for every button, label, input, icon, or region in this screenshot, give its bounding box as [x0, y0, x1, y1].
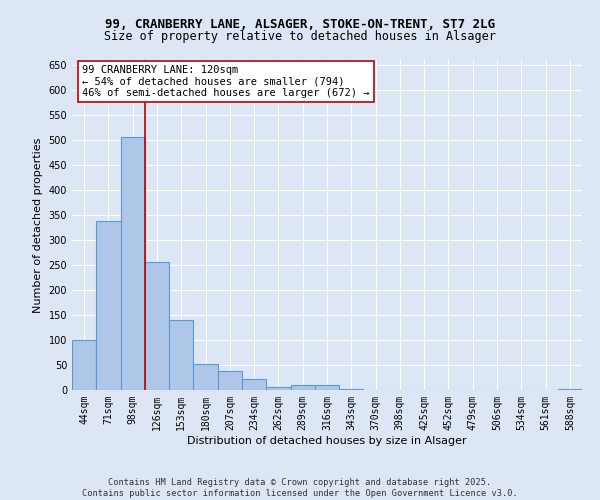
Bar — [96, 221, 121, 390]
Text: 99 CRANBERRY LANE: 120sqm
← 54% of detached houses are smaller (794)
46% of semi: 99 CRANBERRY LANE: 120sqm ← 54% of detac… — [82, 65, 370, 98]
Text: 99, CRANBERRY LANE, ALSAGER, STOKE-ON-TRENT, ST7 2LG: 99, CRANBERRY LANE, ALSAGER, STOKE-ON-TR… — [105, 18, 495, 30]
Bar — [290, 385, 315, 390]
Bar — [266, 386, 290, 390]
Bar — [169, 320, 193, 390]
Bar — [242, 379, 266, 390]
Text: Size of property relative to detached houses in Alsager: Size of property relative to detached ho… — [104, 30, 496, 43]
Bar — [218, 371, 242, 390]
Bar — [339, 388, 364, 390]
X-axis label: Distribution of detached houses by size in Alsager: Distribution of detached houses by size … — [187, 436, 467, 446]
Bar — [72, 340, 96, 390]
Y-axis label: Number of detached properties: Number of detached properties — [33, 138, 43, 312]
Text: Contains HM Land Registry data © Crown copyright and database right 2025.
Contai: Contains HM Land Registry data © Crown c… — [82, 478, 518, 498]
Bar — [315, 385, 339, 390]
Bar — [193, 364, 218, 390]
Bar — [145, 262, 169, 390]
Bar — [558, 388, 582, 390]
Bar — [121, 136, 145, 390]
